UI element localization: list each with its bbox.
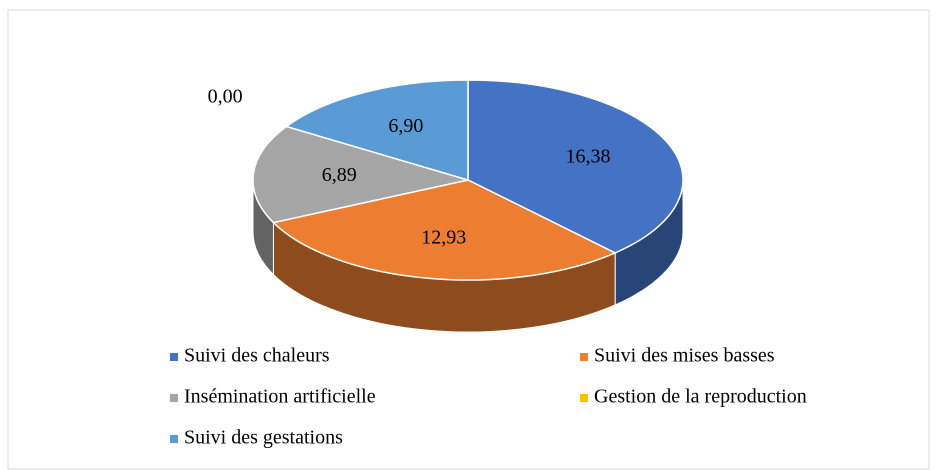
legend-swatch [170,353,178,361]
legend-swatch [580,353,588,361]
pie-slice [271,179,617,281]
pie-slice [284,79,469,182]
data-label: 12,93 [421,227,466,249]
legend-label: Suivi des chaleurs [184,345,330,367]
legend-label: Suivi des gestations [184,427,343,449]
legend-label: Gestion de la reproduction [594,386,807,408]
data-label: 6,90 [388,115,423,137]
data-label: 0,00 [208,85,243,107]
legend-label: Suivi des mises basses [594,345,775,367]
data-label: 16,38 [565,146,610,168]
pie-slice [467,79,684,254]
pie-slice [252,125,469,224]
legend-swatch [580,394,588,402]
legend-swatch [170,435,178,443]
data-label: 6,89 [322,164,357,186]
legend-label: Insémination artificielle [184,386,376,408]
legend-swatch [170,394,178,402]
